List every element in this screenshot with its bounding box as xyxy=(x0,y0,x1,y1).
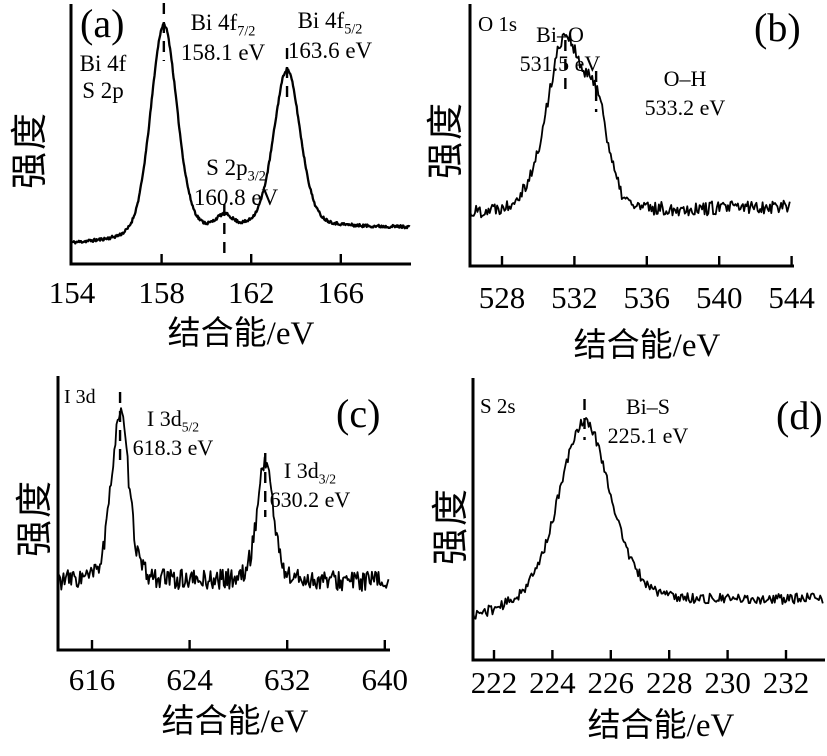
x-tick-label: 222 xyxy=(471,665,518,700)
peak-annotation-bi4f52: Bi 4f5/2 163.6 eV xyxy=(282,8,378,65)
x-tick-label: 158 xyxy=(138,275,185,310)
peak-annotation-oh: O–H 533.2 eV xyxy=(630,66,740,121)
peak-energy: 630.2 eV xyxy=(269,487,351,513)
peak-energy: 163.6 eV xyxy=(287,38,373,64)
x-tick-label: 544 xyxy=(768,280,815,315)
x-tick-label: 230 xyxy=(704,665,751,700)
species-line: I 3d xyxy=(64,386,96,408)
panel-b-species: O 1s xyxy=(478,12,517,37)
panel-b-ylabel: 强度 xyxy=(426,101,467,179)
panel-a-label: (a) xyxy=(80,1,125,46)
peak-energy: 533.2 eV xyxy=(644,95,726,121)
panel-d-svg: 222 224 226 228 230 232 xyxy=(471,378,825,700)
panel-a-species: Bi 4f S 2p xyxy=(72,50,134,104)
peak-energy: 158.1 eV xyxy=(180,40,266,66)
panel-d-xlabel: 结合能/eV xyxy=(587,708,735,744)
axis xyxy=(471,378,825,662)
x-tick-label: 624 xyxy=(166,662,213,697)
panel-b-label: (b) xyxy=(754,5,801,50)
x-tick-label: 166 xyxy=(318,275,365,310)
peak-energy: 225.1 eV xyxy=(607,423,689,449)
x-tick-label: 532 xyxy=(551,280,598,315)
panel-b: 528 532 536 540 544 (b) O 1s Bi–O 531.5 eV O… xyxy=(414,0,827,364)
x-tick-label: 640 xyxy=(362,662,409,697)
peak-annotation-s2p32: S 2p3/2 160.8 eV xyxy=(186,155,286,212)
panel-d-ylabel: 强度 xyxy=(431,487,472,565)
panel-d-species: S 2s xyxy=(480,394,516,419)
x-tick-label: 536 xyxy=(624,280,671,315)
panel-c-ylabel: 强度 xyxy=(15,479,56,557)
panel-a-svg: 154 158 162 166 xyxy=(49,3,411,310)
panel-c-species: I 3d xyxy=(64,386,96,410)
x-tick-label: 632 xyxy=(264,662,311,697)
spectrum-curve xyxy=(469,32,791,219)
panel-d-label: (d) xyxy=(776,393,823,438)
x-tick-label: 616 xyxy=(69,662,116,697)
x-tick-label: 154 xyxy=(49,275,96,310)
x-tick-label: 226 xyxy=(588,665,635,700)
panel-c-svg: 616 624 632 640 xyxy=(56,376,409,697)
axis xyxy=(69,4,411,266)
species-line: O 1s xyxy=(478,12,518,36)
x-tick-label: 162 xyxy=(228,275,275,310)
species-line: S 2s xyxy=(480,394,516,418)
panel-b-xlabel: 结合能/eV xyxy=(573,328,721,364)
axis xyxy=(56,376,390,652)
axis xyxy=(468,4,794,268)
species-line: S 2p xyxy=(82,78,124,104)
peak-annotation-bio: Bi–O 531.5 eV xyxy=(508,22,612,77)
peak-annotation-bis: Bi–S 225.1 eV xyxy=(598,394,698,449)
x-tick-label: 540 xyxy=(696,280,743,315)
peak-energy: 618.3 eV xyxy=(132,435,214,461)
species-line: Bi 4f xyxy=(79,51,127,76)
panel-a-ylabel: 强度 xyxy=(10,111,51,189)
panel-c-label: (c) xyxy=(336,391,381,436)
panel-c-xlabel: 结合能/eV xyxy=(161,704,309,740)
peak-energy: 160.8 eV xyxy=(193,185,279,211)
peak-annotation-i3d32: I 3d3/2 630.2 eV xyxy=(266,458,354,513)
x-tick-label: 528 xyxy=(479,280,526,315)
panel-a-xlabel: 结合能/eV xyxy=(167,316,315,352)
x-tick-label: 224 xyxy=(529,665,576,700)
x-tick-label: 232 xyxy=(763,665,810,700)
peak-energy: 531.5 eV xyxy=(519,51,601,77)
panel-a: 154 158 162 166 (a) Bi 4f S 2p Bi 4f7/2 158… xyxy=(0,0,413,364)
panel-d: 222 224 226 228 230 232 (d) S 2s Bi–S 225.1 e… xyxy=(414,368,827,756)
spectrum-curve xyxy=(70,22,411,245)
panel-b-svg: 528 532 536 540 544 xyxy=(468,4,815,315)
peak-annotation-i3d52: I 3d5/2 618.3 eV xyxy=(124,406,222,461)
spectrum-curve xyxy=(57,407,390,592)
peak-annotation-bi4f72: Bi 4f7/2 158.1 eV xyxy=(170,10,276,67)
x-tick-label: 228 xyxy=(646,665,693,700)
panel-c: 616 624 632 640 (c) I 3d I 3d5/2 618.3 eV I… xyxy=(0,368,413,756)
spectrum-curve xyxy=(472,417,824,620)
